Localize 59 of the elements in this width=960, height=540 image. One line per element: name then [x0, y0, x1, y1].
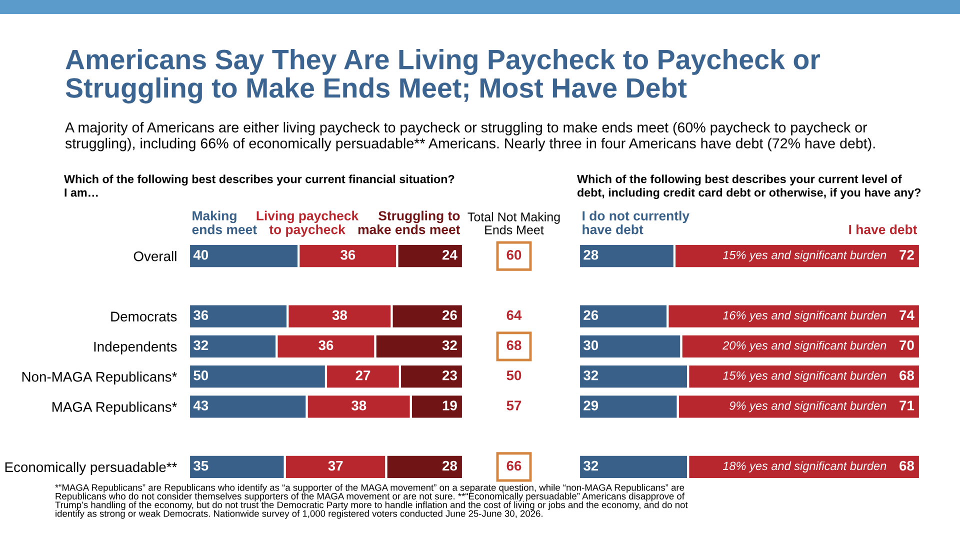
annotation: 20% yes and significant burden: [722, 340, 886, 352]
data-label: 19: [442, 400, 457, 410]
data-label: 57: [506, 400, 522, 410]
data-label: 68: [900, 370, 914, 380]
series-label: I do not currently have debt: [582, 210, 690, 234]
data-label: 28: [584, 250, 598, 260]
text: *“MAGA Republicans” are Republicans who identify as “a supporter of the MAGA movement” on a separate question, while “non-MAGA Republicans” are Republicans who do not consider themselves supporters of the MAGA movement or are not sure. **“Economically persuadable” Americans disapprove of Trump’s handling of the economy, but do not trust the Democratic Party more to handle inflation and the cost of living or jobs and the economy, and do not identify as strong or weak Democrats. Nationwide survey of 1,000 registered voters conducted June 25-June 30, 2026.: [55, 484, 688, 519]
y-tick-label: Independents: [94, 341, 177, 354]
data-label: 32: [442, 340, 457, 350]
data-label: 40: [193, 250, 208, 260]
series-label: Making ends meet: [192, 210, 257, 234]
data-label: 32: [193, 340, 208, 350]
data-label: 32: [583, 370, 598, 380]
data-label: 36: [318, 340, 334, 350]
annotation: 15% yes and significant burden: [722, 371, 886, 382]
data-label: 32: [583, 460, 598, 471]
chart-subtitle: A majority of Americans are either living paycheck to paycheck or struggling to make ends meet (60% paycheck to paycheck or struggling), including 66% of economically persuadable** Americans. Nearly three in four Americans have debt (72% have debt).: [65, 122, 875, 152]
y-tick-label: MAGA Republicans*: [52, 402, 177, 415]
data-label: 74: [900, 310, 914, 320]
annotation: 16% yes and significant burden: [722, 310, 886, 322]
chart-title: Which of the following best describes your current level of debt, including credit card debt or otherwise, if you have any?: [577, 174, 921, 199]
y-tick-label: Overall: [134, 251, 176, 262]
data-label: 66: [506, 460, 522, 471]
data-label: 29: [584, 400, 598, 410]
data-label: 50: [194, 370, 208, 380]
annotation: 15% yes and significant burden: [722, 250, 886, 262]
data-label: 23: [442, 370, 457, 380]
data-label: 24: [442, 250, 458, 260]
data-label: 64: [506, 310, 522, 320]
text: Which of the following best describes your current financial situation? I am…: [64, 174, 454, 197]
data-label: 60: [506, 250, 522, 260]
data-label: 28: [442, 460, 458, 471]
y-tick-label: Democrats: [111, 312, 177, 322]
y-tick-label: Economically persuadable**: [5, 462, 177, 475]
data-label: 71: [900, 400, 914, 410]
data-label: 38: [351, 400, 366, 410]
series-label: I have debt: [849, 224, 918, 234]
series-label: Struggling to make ends meet: [358, 210, 460, 234]
text: Total Not Making Ends Meet: [468, 212, 560, 234]
data-label: 70: [900, 340, 914, 350]
data-label: 36: [193, 310, 208, 320]
chart-title: Americans Say They Are Living Paycheck to Paycheck or Struggling to Make Ends Meet; Most Have Debt: [66, 49, 820, 104]
data-label: 35: [193, 460, 208, 471]
data-label: 26: [584, 310, 598, 320]
data-label: 38: [332, 310, 347, 320]
data-label: 50: [506, 370, 522, 380]
data-label: 37: [328, 460, 343, 471]
data-label: 36: [340, 250, 356, 260]
data-label: 72: [900, 250, 914, 260]
series-label: Living paycheck to paycheck: [256, 210, 359, 237]
data-label: 68: [900, 460, 914, 471]
data-label: 30: [583, 340, 598, 350]
y-tick-label: Non-MAGA Republicans*: [22, 372, 177, 384]
annotation: 18% yes and significant burden: [722, 461, 886, 472]
data-label: 26: [442, 310, 457, 320]
data-label: 27: [356, 370, 370, 380]
data-label: 43: [193, 400, 208, 410]
data-label: 68: [506, 340, 522, 350]
annotation: 9% yes and significant burden: [730, 401, 886, 412]
